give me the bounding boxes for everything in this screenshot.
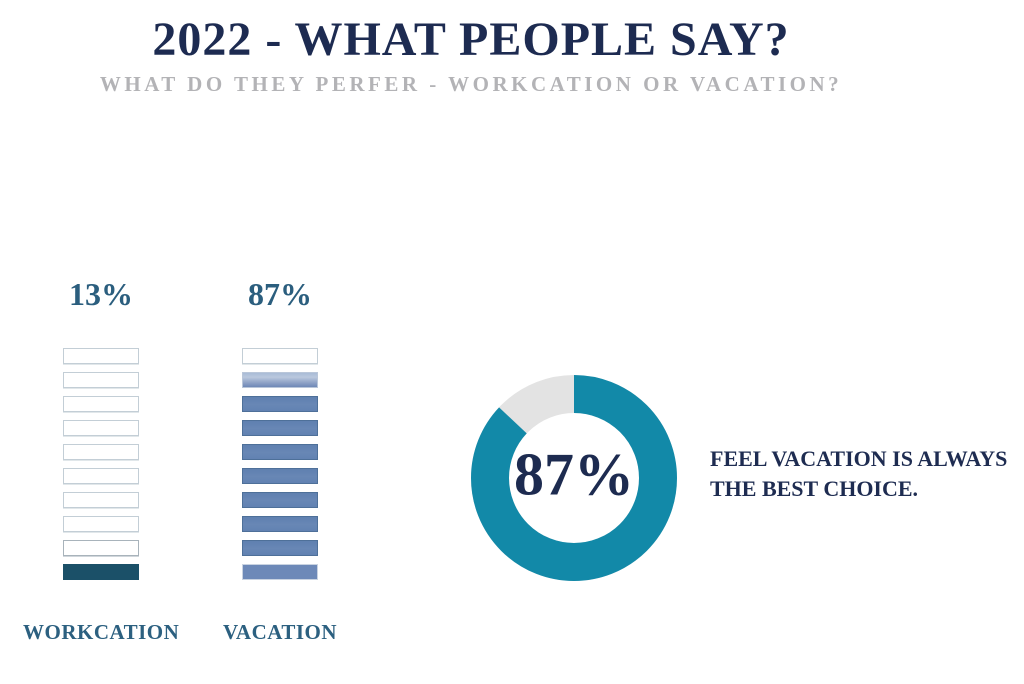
- workcation-category-label: WORKCATION: [23, 620, 180, 644]
- bar-segment-empty: [63, 468, 139, 484]
- page-subtitle: WHAT DO THEY PERFER - WORKCATION OR VACA…: [99, 71, 843, 96]
- bar-segment-filled: [242, 396, 318, 412]
- bar-segment-partial: [242, 372, 318, 388]
- donut-svg: [471, 375, 677, 581]
- bar-column-workcation: 13% WORKCATION: [23, 276, 179, 656]
- bar-segment-empty: [63, 420, 139, 436]
- bar-segment-filled: [242, 444, 318, 460]
- donut-caption-line1: FEEL VACATION IS ALWAYS: [710, 446, 1008, 471]
- donut-chart: 87%: [464, 368, 684, 588]
- bar-segment-empty: [63, 372, 139, 388]
- bar-segment-filled: [242, 420, 318, 436]
- donut-caption: FEEL VACATION IS ALWAYS THE BEST CHOICE.: [710, 444, 1024, 504]
- bar-segment-filled: [242, 468, 318, 484]
- donut-value-arc: [471, 375, 677, 581]
- vacation-category-label: VACATION: [222, 620, 338, 644]
- bar-segment-empty-strong: [63, 540, 139, 556]
- workcation-value-label: 13%: [69, 276, 133, 312]
- bar-segment-empty: [242, 348, 318, 364]
- bar-segment-empty: [63, 516, 139, 532]
- bar-column-vacation: 87% VACATION: [202, 276, 358, 656]
- bar-segment-empty: [63, 348, 139, 364]
- bar-segment-empty: [63, 492, 139, 508]
- workcation-segments: [63, 348, 139, 580]
- bar-segment-filled-dark: [63, 564, 139, 580]
- donut-center-label: 87%: [514, 441, 634, 508]
- donut-caption-line2: THE BEST CHOICE.: [710, 475, 919, 501]
- header: 2022 - WHAT PEOPLE SAY? WHAT DO THEY PER…: [0, 13, 942, 97]
- vacation-segments: [242, 348, 318, 580]
- bar-segment-filled: [242, 540, 318, 556]
- bar-segment-filled-soft: [242, 564, 318, 580]
- page-title: 2022 - WHAT PEOPLE SAY?: [152, 13, 790, 66]
- bar-segment-filled: [242, 492, 318, 508]
- vacation-value-label: 87%: [248, 276, 312, 312]
- bar-segment-empty: [63, 444, 139, 460]
- bar-segment-filled: [242, 516, 318, 532]
- bar-segment-empty: [63, 396, 139, 412]
